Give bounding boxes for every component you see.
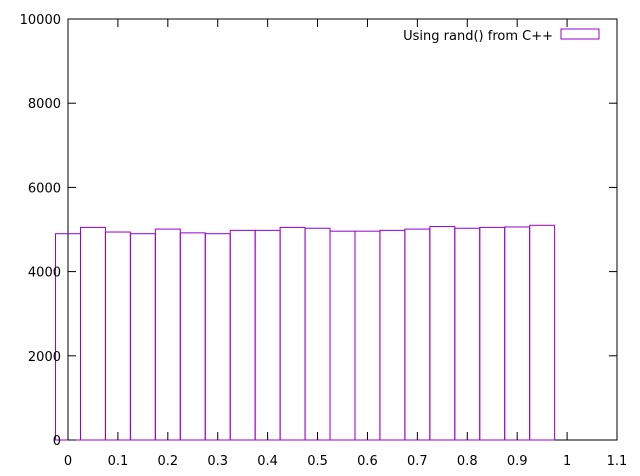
- x-tick-label: 1: [563, 454, 571, 469]
- histogram-bar-17: [479, 226, 506, 441]
- histogram-bar-5: [179, 232, 206, 441]
- x-tick-label: 0.9: [507, 454, 528, 469]
- x-tick-label: 0: [64, 454, 72, 469]
- legend-swatch: [560, 28, 600, 40]
- histogram-bar-14: [404, 228, 431, 441]
- y-tick-label: 4000: [28, 266, 61, 281]
- histogram-bar-12: [354, 230, 381, 441]
- histogram-bar-6: [204, 233, 231, 441]
- histogram-bar-4: [154, 228, 181, 441]
- histogram-bar-1: [79, 226, 106, 441]
- y-tick-label: 0: [53, 434, 61, 449]
- legend-label: Using rand() from C++: [403, 29, 553, 44]
- x-tick-label: 0.6: [357, 454, 378, 469]
- x-tick-label: 1.1: [607, 454, 628, 469]
- x-tick-label: 0.4: [257, 454, 278, 469]
- histogram-bar-19: [529, 224, 556, 441]
- x-tick-label: 0.7: [407, 454, 428, 469]
- histogram-bar-8: [254, 229, 281, 441]
- x-tick-label: 0.5: [307, 454, 328, 469]
- histogram-bar-7: [229, 229, 256, 441]
- histogram-bar-15: [429, 226, 456, 441]
- x-tick-label: 0.8: [457, 454, 478, 469]
- histogram-bar-11: [329, 230, 356, 441]
- y-tick-label: 2000: [28, 350, 61, 365]
- histogram-bar-13: [379, 229, 406, 441]
- x-tick-label: 0.1: [108, 454, 129, 469]
- legend: Using rand() from C++: [403, 28, 600, 44]
- x-tick-label: 0.2: [157, 454, 178, 469]
- y-tick-label: 8000: [28, 97, 61, 112]
- histogram-bar-3: [129, 233, 156, 441]
- plot-frame: [67, 18, 618, 441]
- histogram-bar-2: [104, 231, 131, 441]
- histogram-bar-9: [279, 226, 306, 441]
- ticks-group: 0 2000 4000 6000 8000 10000 0 0.1 0.2 0.3 0.4 0.5 0.…: [20, 13, 628, 469]
- bars-group: [55, 224, 556, 441]
- y-tick-label: 6000: [28, 181, 61, 196]
- y-tick-label: 10000: [20, 13, 61, 28]
- histogram-bar-18: [504, 226, 531, 441]
- histogram-bar-10: [304, 227, 331, 441]
- histogram-bar-16: [454, 227, 481, 441]
- x-tick-label: 0.3: [207, 454, 228, 469]
